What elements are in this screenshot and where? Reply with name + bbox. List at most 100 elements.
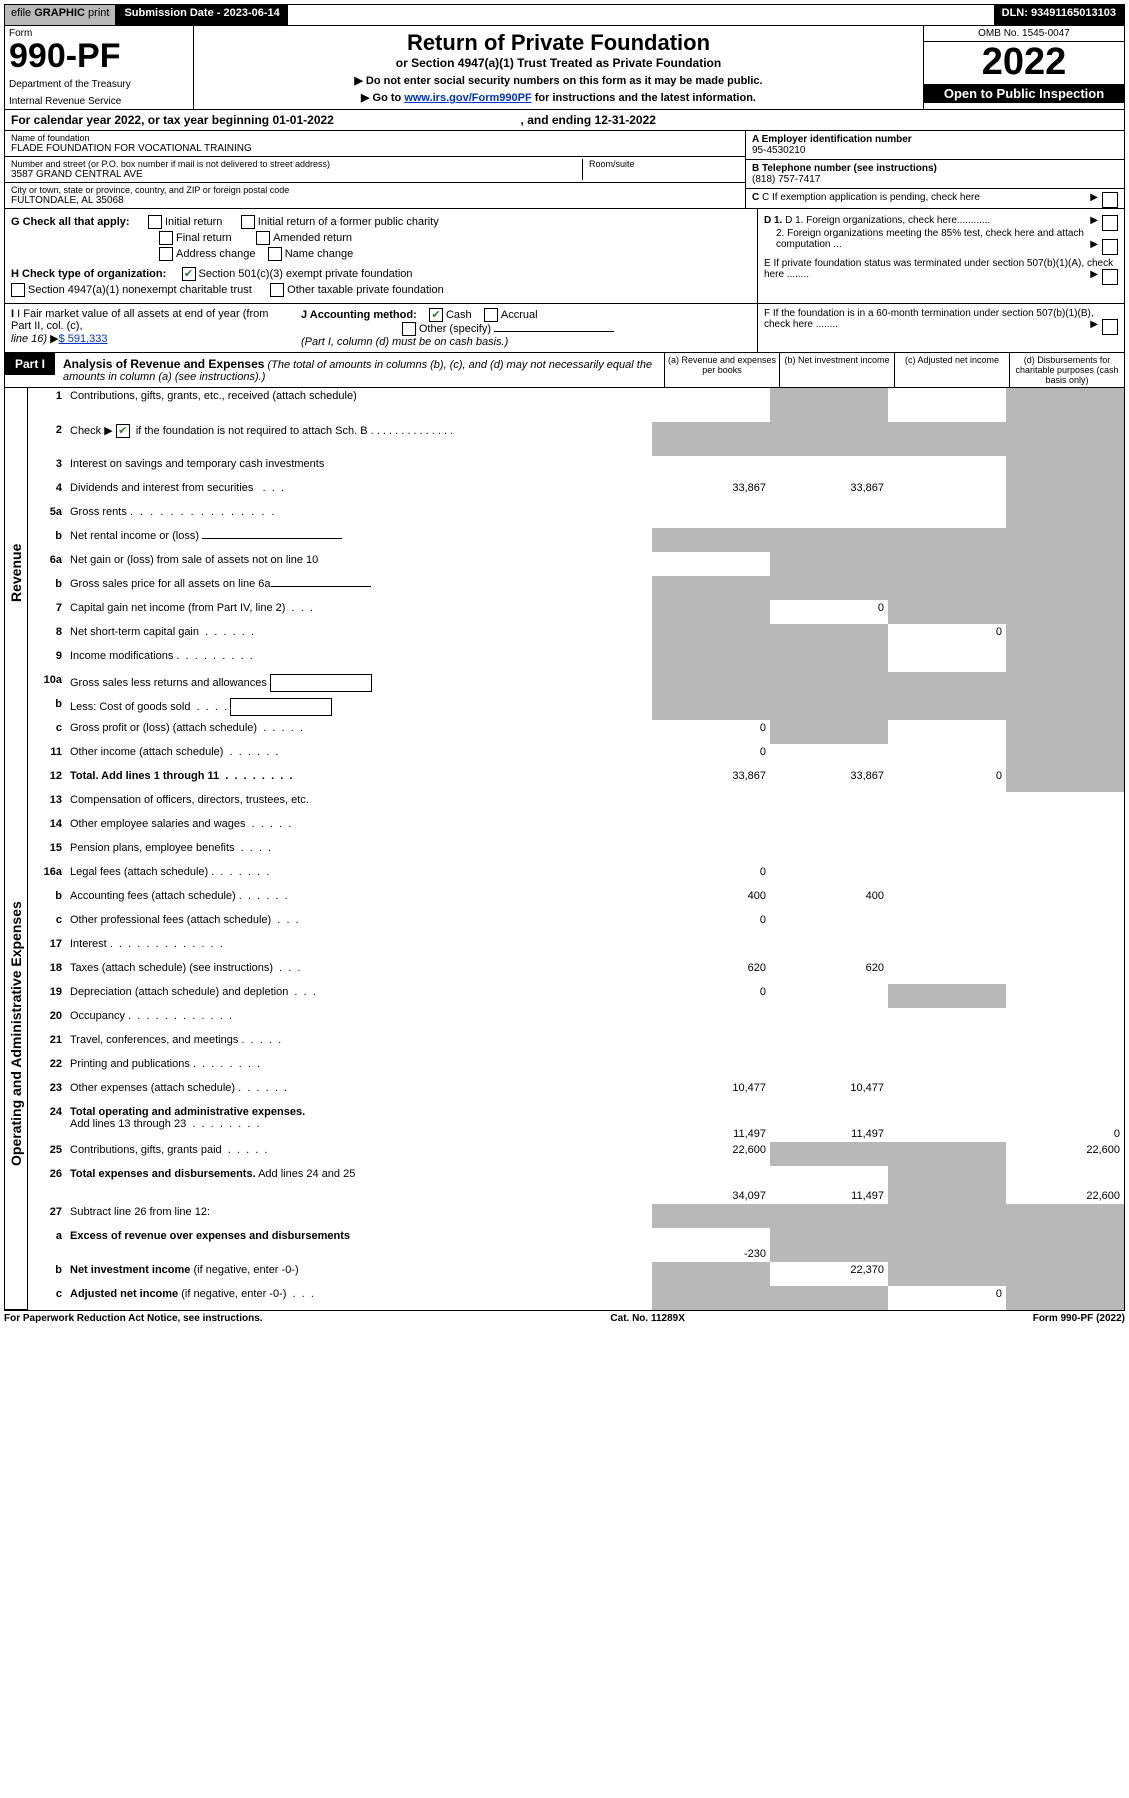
side-labels: Revenue Operating and Administrative Exp… [5,388,28,1310]
table-row: 21Travel, conferences, and meetings . . … [28,1032,1124,1056]
ein-row: A Employer identification number 95-4530… [746,131,1124,160]
table-row: 13Compensation of officers, directors, t… [28,792,1124,816]
part1-header: Part I Analysis of Revenue and Expenses … [4,353,1125,388]
exemption-pending-row: C C If exemption application is pending,… [746,189,1124,206]
table-row: 26Total expenses and disbursements. Add … [28,1166,1124,1204]
table-row: 10aGross sales less returns and allowanc… [28,672,1124,696]
f-checkbox[interactable] [1102,319,1118,335]
entity-block: Name of foundation FLADE FOUNDATION FOR … [4,131,1125,209]
table-row: 5aGross rents [28,504,1124,528]
tax-year: 2022 [924,42,1124,84]
f-section: F If the foundation is in a 60-month ter… [757,304,1124,352]
initial-return-checkbox[interactable] [148,215,162,229]
table-row: 25Contributions, gifts, grants paid . . … [28,1142,1124,1166]
d2-line: 2. Foreign organizations meeting the 85%… [764,228,1118,250]
city-row: City or town, state or province, country… [5,183,745,208]
col-b-header: (b) Net investment income [779,353,894,387]
table-row: 3Interest on savings and temporary cash … [28,456,1124,480]
foundation-name-row: Name of foundation FLADE FOUNDATION FOR … [5,131,745,157]
checks-block: G Check all that apply: Initial return I… [4,209,1125,304]
name-change-checkbox[interactable] [268,247,282,261]
dept-treasury: Department of the Treasury [9,79,189,90]
street-address: 3587 GRAND CENTRAL AVE [11,169,582,180]
irs-label: Internal Revenue Service [9,96,189,107]
table-row: 15Pension plans, employee benefits . . .… [28,840,1124,864]
table-row: cOther professional fees (attach schedul… [28,912,1124,936]
form-subtitle: or Section 4947(a)(1) Trust Treated as P… [202,56,915,70]
d1-line: D 1. D 1. Foreign organizations, check h… [764,215,1118,226]
form-number: 990-PF [9,39,189,73]
table-row: 6aNet gain or (loss) from sale of assets… [28,552,1124,576]
table-row: 22Printing and publications . . . . . . … [28,1056,1124,1080]
cash-checkbox[interactable] [429,308,443,322]
other-taxable-checkbox[interactable] [270,283,284,297]
form-header-right: OMB No. 1545-0047 2022 Open to Public In… [923,26,1124,109]
cat-number: Cat. No. 11289X [610,1313,684,1324]
501c3-checkbox[interactable] [182,267,196,281]
schb-checkbox[interactable] [116,424,130,438]
table-row: bAccounting fees (attach schedule) . . .… [28,888,1124,912]
revenue-expense-grid: 1 Contributions, gifts, grants, etc., re… [28,388,1124,1310]
form-header: Form 990-PF Department of the Treasury I… [4,26,1125,110]
table-row: aExcess of revenue over expenses and dis… [28,1228,1124,1262]
col-c-header: (c) Adjusted net income [894,353,1009,387]
revenue-side-label: Revenue [5,388,27,758]
table-row: 23Other expenses (attach schedule) . . .… [28,1080,1124,1104]
table-row: 24 Total operating and administrative ex… [28,1104,1124,1142]
open-to-public: Open to Public Inspection [924,84,1124,103]
table-row: 4Dividends and interest from securities … [28,480,1124,504]
paperwork-notice: For Paperwork Reduction Act Notice, see … [4,1313,263,1324]
address-row: Number and street (or P.O. box number if… [5,157,745,183]
g-line: G Check all that apply: Initial return I… [11,215,751,229]
table-row: cGross profit or (loss) (attach schedule… [28,720,1124,744]
instr-line-1: Do not enter social security numbers on … [202,74,915,87]
initial-return-former-checkbox[interactable] [241,215,255,229]
calendar-year-line: For calendar year 2022, or tax year begi… [4,110,1125,131]
exemption-checkbox[interactable] [1102,192,1118,208]
city-state-zip: FULTONDALE, AL 35068 [11,195,739,206]
submission-date: Submission Date - 2023-06-14 [116,5,287,25]
col-d-header: (d) Disbursements for charitable purpose… [1009,353,1124,387]
table-row: bNet rental income or (loss) [28,528,1124,552]
instructions-link[interactable]: www.irs.gov/Form990PF [404,92,531,104]
form-header-left: Form 990-PF Department of the Treasury I… [5,26,194,109]
i-section: I I Fair market value of all assets at e… [11,308,291,348]
table-row: bNet investment income (if negative, ent… [28,1262,1124,1286]
other-method-checkbox[interactable] [402,322,416,336]
instr-line-2: Go to www.irs.gov/Form990PF for instruct… [202,91,915,104]
top-bar: efile GRAPHIC print Submission Date - 20… [4,4,1125,26]
foundation-name: FLADE FOUNDATION FOR VOCATIONAL TRAINING [11,143,739,154]
4947-checkbox[interactable] [11,283,25,297]
dln-label: DLN: 93491165013103 [994,5,1124,25]
part1-description: Analysis of Revenue and Expenses (The to… [55,353,664,387]
table-row: 9Income modifications . . . . . . . . . [28,648,1124,672]
e-line: E If private foundation status was termi… [764,258,1118,280]
part1-table: Revenue Operating and Administrative Exp… [4,388,1125,1311]
table-row: 11Other income (attach schedule) . . . .… [28,744,1124,768]
d2-checkbox[interactable] [1102,239,1118,255]
fmv-link[interactable]: $ 591,333 [59,333,108,345]
table-row: bLess: Cost of goods sold . . . . [28,696,1124,720]
h-line: H Check type of organization: Section 50… [11,267,751,281]
table-row: bGross sales price for all assets on lin… [28,576,1124,600]
accrual-checkbox[interactable] [484,308,498,322]
d1-checkbox[interactable] [1102,215,1118,231]
table-row: 14Other employee salaries and wages . . … [28,816,1124,840]
efile-print-label[interactable]: efile GRAPHIC print [5,5,116,25]
expenses-side-label: Operating and Administrative Expenses [5,758,27,1310]
amended-return-checkbox[interactable] [256,231,270,245]
table-row: cAdjusted net income (if negative, enter… [28,1286,1124,1310]
room-suite-label: Room/suite [589,159,739,169]
table-row: 18Taxes (attach schedule) (see instructi… [28,960,1124,984]
table-row: 20Occupancy . . . . . . . . . . . . [28,1008,1124,1032]
table-row: 16aLegal fees (attach schedule) . . . . … [28,864,1124,888]
table-row: 2 Check ▶ if the foundation is not requi… [28,422,1124,456]
address-change-checkbox[interactable] [159,247,173,261]
form-ref: Form 990-PF (2022) [1033,1313,1125,1324]
e-checkbox[interactable] [1102,269,1118,285]
phone-value: (818) 757-7417 [752,174,820,185]
final-return-checkbox[interactable] [159,231,173,245]
col-a-header: (a) Revenue and expenses per books [664,353,779,387]
form-title: Return of Private Foundation [202,30,915,56]
table-row: 17Interest . . . . . . . . . . . . . [28,936,1124,960]
